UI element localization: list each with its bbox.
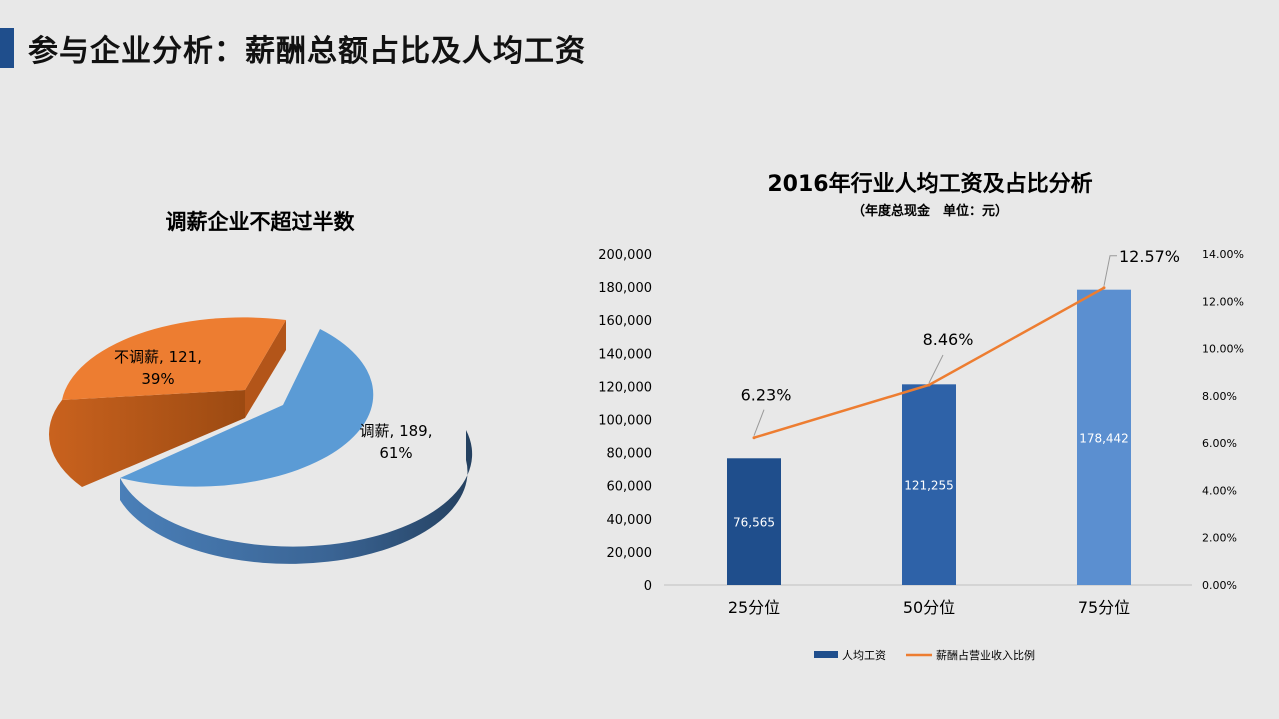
chart-legend: 人均工资 薪酬占营业收入比例 [814, 648, 1035, 662]
pie-label-raise-line2: 61% [379, 444, 412, 462]
pie-slice-no-raise-top [62, 317, 286, 400]
combo-chart: 2016年行业人均工资及占比分析 （年度总现金 单位：元） 200,000 180… [598, 171, 1244, 662]
pie-slice-raise [120, 329, 473, 564]
y-tick-label: 180,000 [598, 281, 652, 296]
y-tick-label: 80,000 [607, 447, 653, 462]
line-series [752, 286, 1106, 440]
y-tick-label: 100,000 [598, 414, 652, 429]
bar-series [727, 289, 1131, 585]
pie-label-no-raise-line1: 不调薪, 121, [114, 348, 202, 366]
y2-tick-label: 4.00% [1202, 484, 1237, 497]
pie-slice-raise-top [120, 329, 374, 487]
pie-label-raise-line1: 调薪, 189, [360, 422, 433, 440]
legend-bar-swatch [814, 651, 838, 658]
y2-tick-label: 12.00% [1202, 295, 1244, 308]
x-tick-label: 25分位 [728, 598, 780, 617]
ratio-leader-line [928, 354, 944, 384]
bar-2 [902, 384, 956, 585]
y-axis-right: 14.00% 12.00% 10.00% 8.00% 6.00% 4.00% 2.00% 0.… [1202, 248, 1244, 592]
combo-chart-subtitle: （年度总现金 单位：元） [852, 203, 1008, 219]
combo-chart-title: 2016年行业人均工资及占比分析 [767, 171, 1092, 197]
legend-bar-label: 人均工资 [842, 649, 886, 662]
ratio-point [927, 383, 931, 387]
y-tick-label: 40,000 [607, 513, 653, 528]
y-tick-label: 0 [644, 579, 652, 594]
y-axis-left: 200,000 180,000 160,000 140,000 120,000 100,0… [598, 248, 652, 594]
ratio-value-label: 12.57% [1119, 247, 1180, 266]
pie-chart: 调薪企业不超过半数 不调薪, 121, 39% 调薪, 189, 61% [48, 210, 473, 564]
bar-3 [1077, 289, 1131, 585]
pie-chart-title: 调薪企业不超过半数 [166, 210, 356, 234]
ratio-value-label: 6.23% [741, 386, 792, 405]
y2-tick-label: 10.00% [1202, 343, 1244, 356]
bar-value-label: 178,442 [1079, 431, 1129, 445]
y2-tick-label: 8.00% [1202, 390, 1237, 403]
y2-tick-label: 6.00% [1202, 437, 1237, 450]
y-tick-label: 20,000 [607, 546, 653, 561]
pie-label-no-raise-line2: 39% [141, 370, 174, 388]
ratio-point [1102, 286, 1106, 290]
bar-1 [727, 458, 781, 585]
bar-value-labels: 76,565 121,255 178,442 [733, 431, 1129, 529]
legend-line-label: 薪酬占营业收入比例 [936, 648, 1035, 662]
pie-slice-no-raise [48, 317, 286, 487]
line-value-labels: 6.23% 8.46% 12.57% [741, 247, 1180, 436]
bar-value-label: 121,255 [904, 479, 954, 493]
y-tick-label: 160,000 [598, 314, 652, 329]
pie-slice-no-raise-cut [245, 320, 286, 418]
ratio-point [752, 436, 756, 440]
ratio-value-label: 8.46% [923, 330, 974, 349]
y2-tick-label: 14.00% [1202, 248, 1244, 261]
y2-tick-label: 0.00% [1202, 579, 1237, 592]
ratio-leader-line [753, 409, 765, 436]
pie-slice-no-raise-side [48, 390, 245, 487]
y-tick-label: 140,000 [598, 347, 652, 362]
ratio-leader-line [1103, 255, 1117, 286]
bar-value-label: 76,565 [733, 516, 775, 530]
x-axis-labels: 25分位 50分位 75分位 [728, 598, 1130, 617]
x-tick-label: 75分位 [1078, 598, 1130, 617]
page-title: 参与企业分析：薪酬总额占比及人均工资 [28, 34, 586, 69]
title-accent-bar [0, 28, 14, 68]
x-tick-label: 50分位 [903, 598, 955, 617]
y2-tick-label: 2.00% [1202, 532, 1237, 545]
y-tick-label: 120,000 [598, 380, 652, 395]
y-tick-label: 200,000 [598, 248, 652, 263]
y-tick-label: 60,000 [607, 480, 653, 495]
